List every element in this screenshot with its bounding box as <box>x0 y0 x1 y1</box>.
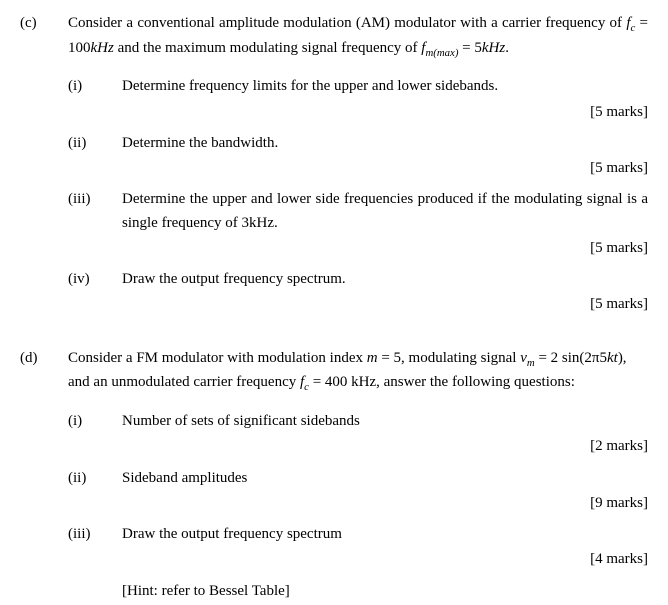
sub-text: Sideband amplitudes <box>122 467 648 490</box>
var-vm-sub: m <box>527 357 535 369</box>
sub-text: Draw the output frequency spectrum <box>122 523 648 546</box>
sub-label: (iii) <box>68 188 96 235</box>
marks: [4 marks] <box>68 548 648 571</box>
var-vm: v <box>520 350 527 366</box>
sub-c-i: (i) Determine frequency limits for the u… <box>68 75 648 98</box>
sub-label: (ii) <box>68 467 96 490</box>
text: Consider a FM modulator with modulation … <box>68 350 367 366</box>
sub-c-iv: (iv) Draw the output frequency spectrum. <box>68 268 648 291</box>
sub-text: Number of sets of significant sidebands <box>122 410 648 433</box>
question-d-intro: Consider a FM modulator with modulation … <box>68 347 648 396</box>
var-fm-sub: m(max) <box>425 47 458 59</box>
question-c: (c) Consider a conventional amplitude mo… <box>20 12 648 325</box>
var-m: m <box>367 350 378 366</box>
question-d-body: Consider a FM modulator with modulation … <box>68 347 648 605</box>
marks: [2 marks] <box>68 435 648 458</box>
marks: [5 marks] <box>68 293 648 316</box>
sub-c-iii: (iii) Determine the upper and lower side… <box>68 188 648 235</box>
sub-label: (i) <box>68 410 96 433</box>
sub-c-ii: (ii) Determine the bandwidth. <box>68 132 648 155</box>
text: and the maximum modulating signal freque… <box>114 40 421 56</box>
marks: [5 marks] <box>68 237 648 260</box>
question-d: (d) Consider a FM modulator with modulat… <box>20 347 648 605</box>
unit: kHz <box>91 40 114 56</box>
var-kt: kt <box>607 350 618 366</box>
hint: [Hint: refer to Bessel Table] <box>68 580 648 603</box>
sub-d-iii: (iii) Draw the output frequency spectrum <box>68 523 648 546</box>
text: = 2 sin(2π5 <box>535 350 607 366</box>
unit: kHz <box>482 40 505 56</box>
sub-text: Determine the bandwidth. <box>122 132 648 155</box>
question-d-label: (d) <box>20 347 46 605</box>
question-c-label: (c) <box>20 12 46 325</box>
sub-label: (iv) <box>68 268 96 291</box>
question-c-intro: Consider a conventional amplitude modula… <box>68 12 648 61</box>
sub-text: Draw the output frequency spectrum. <box>122 268 648 291</box>
sub-label: (i) <box>68 75 96 98</box>
marks: [5 marks] <box>68 101 648 124</box>
text: = 5 <box>458 40 481 56</box>
marks: [5 marks] <box>68 157 648 180</box>
question-c-body: Consider a conventional amplitude modula… <box>68 12 648 325</box>
sub-label: (ii) <box>68 132 96 155</box>
sub-label: (iii) <box>68 523 96 546</box>
hint-text: [Hint: refer to Bessel Table] <box>122 580 648 603</box>
sub-text: Determine the upper and lower side frequ… <box>122 188 648 235</box>
text: . <box>505 40 509 56</box>
sub-d-i: (i) Number of sets of significant sideba… <box>68 410 648 433</box>
hint-spacer <box>68 580 96 603</box>
text: = 5, modulating signal <box>378 350 521 366</box>
sub-text: Determine frequency limits for the upper… <box>122 75 648 98</box>
sub-d-ii: (ii) Sideband amplitudes <box>68 467 648 490</box>
text: Consider a conventional amplitude modula… <box>68 15 626 31</box>
marks: [9 marks] <box>68 492 648 515</box>
text: = 400 kHz, answer the following question… <box>309 374 575 390</box>
